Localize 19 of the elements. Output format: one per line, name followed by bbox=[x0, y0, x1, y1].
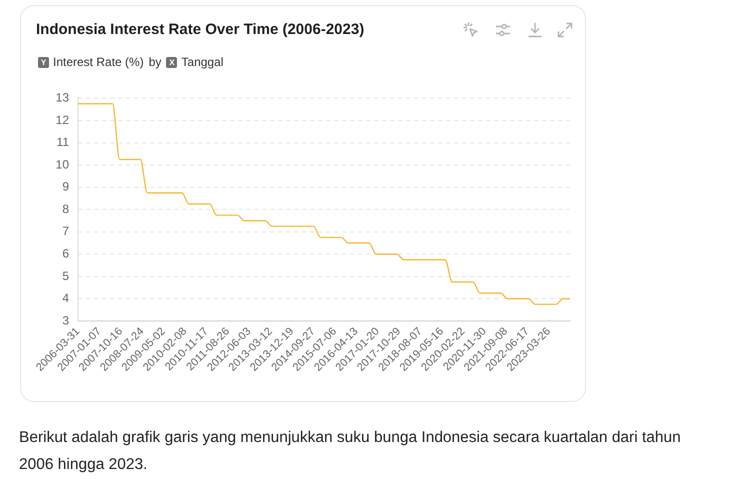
y-tick-label: 3 bbox=[62, 313, 70, 328]
x-axis-title: Tanggal bbox=[181, 55, 224, 69]
y-tick-label: 8 bbox=[62, 202, 70, 216]
text: X bbox=[166, 56, 178, 68]
y-tick-label: 13 bbox=[56, 90, 70, 105]
text: Berikut adalah grafik garis yang menunjukkan suku bunga Indonesia secara kuartalan dari tahun 2006 hingga 2023. bbox=[19, 428, 682, 475]
y-tick-label: 6 bbox=[62, 246, 70, 260]
y-tick-label: 4 bbox=[62, 291, 70, 306]
y-tick-label: 9 bbox=[62, 180, 70, 194]
chart-title: Indonesia Interest Rate Over Time (2006-2023) bbox=[36, 21, 364, 38]
y-tick-label: 7 bbox=[62, 224, 70, 238]
y-tick-label: 12 bbox=[56, 112, 70, 127]
y-tick-label: 11 bbox=[56, 135, 70, 150]
y-tick-label: 10 bbox=[56, 157, 70, 172]
text: Y bbox=[38, 56, 49, 68]
y-axis-title: Interest Rate (%) bbox=[53, 55, 144, 69]
text: by bbox=[148, 55, 162, 69]
line-series bbox=[78, 103, 570, 305]
y-tick-label: 5 bbox=[62, 268, 70, 283]
